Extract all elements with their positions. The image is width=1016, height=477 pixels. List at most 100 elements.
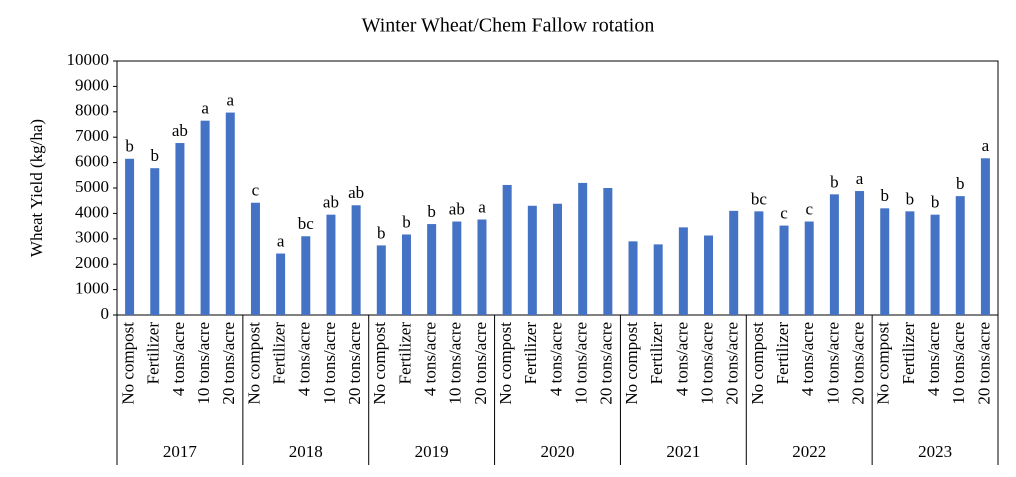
x-tick-label: No compost — [748, 322, 767, 405]
bar — [427, 224, 437, 315]
bar — [729, 210, 739, 315]
x-tick-label: No compost — [496, 322, 515, 405]
significance-letter: c — [780, 203, 788, 222]
x-tick-label: 20 tons/acre — [597, 322, 616, 405]
x-tick-label: 4 tons/acre — [924, 322, 943, 396]
x-tick-label: No compost — [622, 322, 641, 405]
significance-letter: c — [252, 181, 260, 200]
y-tick-label: 2000 — [75, 253, 109, 272]
bar — [527, 205, 537, 315]
x-tick-label: No compost — [370, 322, 389, 405]
x-tick-label: 20 tons/acre — [219, 322, 238, 405]
bar — [905, 211, 915, 315]
group-label: 2019 — [415, 442, 449, 461]
bar — [930, 214, 940, 315]
x-tick-label: 20 tons/acre — [974, 322, 993, 405]
bar — [704, 235, 714, 315]
group-label: 2018 — [289, 442, 323, 461]
significance-letter: ab — [323, 193, 339, 212]
significance-letter: b — [956, 174, 965, 193]
x-tick-label: 10 tons/acre — [572, 322, 591, 405]
y-tick-label: 1000 — [75, 279, 109, 298]
x-tick-label: No compost — [244, 322, 263, 405]
significance-letter: bc — [751, 189, 768, 208]
bar — [653, 244, 663, 315]
bar — [603, 188, 613, 315]
y-tick-label: 8000 — [75, 101, 109, 120]
significance-letter: ab — [449, 199, 465, 218]
x-tick-label: 10 tons/acre — [194, 322, 213, 405]
x-tick-label: 10 tons/acre — [949, 322, 968, 405]
x-tick-label: No compost — [118, 322, 137, 405]
group-label: 2023 — [918, 442, 952, 461]
bar — [502, 184, 512, 315]
significance-letter: a — [226, 90, 234, 109]
group-label: 2020 — [541, 442, 575, 461]
bar — [401, 234, 411, 315]
group-label: 2017 — [163, 442, 198, 461]
bar — [578, 182, 588, 315]
bar — [376, 245, 386, 315]
significance-letter: ab — [172, 121, 188, 140]
significance-letter: c — [805, 199, 813, 218]
significance-letter: b — [125, 137, 134, 156]
bar — [553, 203, 562, 315]
group-label: 2022 — [792, 442, 826, 461]
x-tick-label: Fertilizer — [270, 322, 289, 385]
bar — [779, 225, 789, 315]
bar — [855, 191, 865, 315]
x-tick-label: 20 tons/acre — [345, 322, 364, 405]
bar — [150, 168, 160, 315]
bar — [200, 120, 210, 315]
significance-letter: a — [478, 197, 486, 216]
x-tick-label: 10 tons/acre — [320, 322, 339, 405]
bar — [678, 227, 688, 315]
bar — [980, 158, 990, 315]
x-tick-label: 4 tons/acre — [672, 322, 691, 396]
y-tick-label: 7000 — [75, 126, 109, 145]
group-label: 2021 — [666, 442, 700, 461]
y-tick-label: 6000 — [75, 152, 109, 171]
bar — [351, 205, 361, 315]
significance-letter: b — [151, 146, 160, 165]
x-tick-label: 4 tons/acre — [798, 322, 817, 396]
significance-letter: b — [931, 193, 940, 212]
x-tick-label: 10 tons/acre — [446, 322, 465, 405]
x-tick-label: Fertilizer — [773, 322, 792, 385]
bar — [125, 158, 135, 315]
bar — [628, 241, 638, 315]
significance-letter: a — [856, 169, 864, 188]
bar — [754, 211, 764, 315]
x-tick-label: 20 tons/acre — [471, 322, 490, 405]
x-tick-label: Fertilizer — [521, 322, 540, 385]
chart-title: Winter Wheat/Chem Fallow rotation — [362, 15, 655, 37]
bar — [880, 208, 890, 315]
y-tick-label: 9000 — [75, 75, 109, 94]
x-tick-label: No compost — [874, 322, 893, 405]
bar — [175, 143, 185, 315]
significance-letter: a — [982, 136, 990, 155]
significance-letter: ab — [348, 183, 364, 202]
x-tick-label: Fertilizer — [144, 322, 163, 385]
x-tick-label: 4 tons/acre — [169, 322, 188, 396]
bar — [276, 253, 286, 315]
significance-letter: b — [906, 189, 915, 208]
bar — [326, 214, 336, 315]
bar — [250, 202, 260, 315]
x-tick-label: 4 tons/acre — [295, 322, 314, 396]
bar — [804, 221, 814, 315]
x-tick-label: Fertilizer — [647, 322, 666, 385]
significance-letter: b — [880, 186, 889, 205]
significance-letter: b — [427, 202, 436, 221]
bar — [829, 194, 839, 315]
x-tick-label: Fertilizer — [395, 322, 414, 385]
y-tick-label: 4000 — [75, 202, 109, 221]
x-tick-label: 10 tons/acre — [823, 322, 842, 405]
y-tick-label: 5000 — [75, 177, 109, 196]
y-axis-title: Wheat Yield (kg/ha) — [27, 119, 46, 257]
y-tick-label: 10000 — [67, 50, 110, 69]
significance-letter: bc — [298, 214, 315, 233]
x-tick-label: 4 tons/acre — [546, 322, 565, 396]
significance-letter: b — [402, 212, 411, 231]
